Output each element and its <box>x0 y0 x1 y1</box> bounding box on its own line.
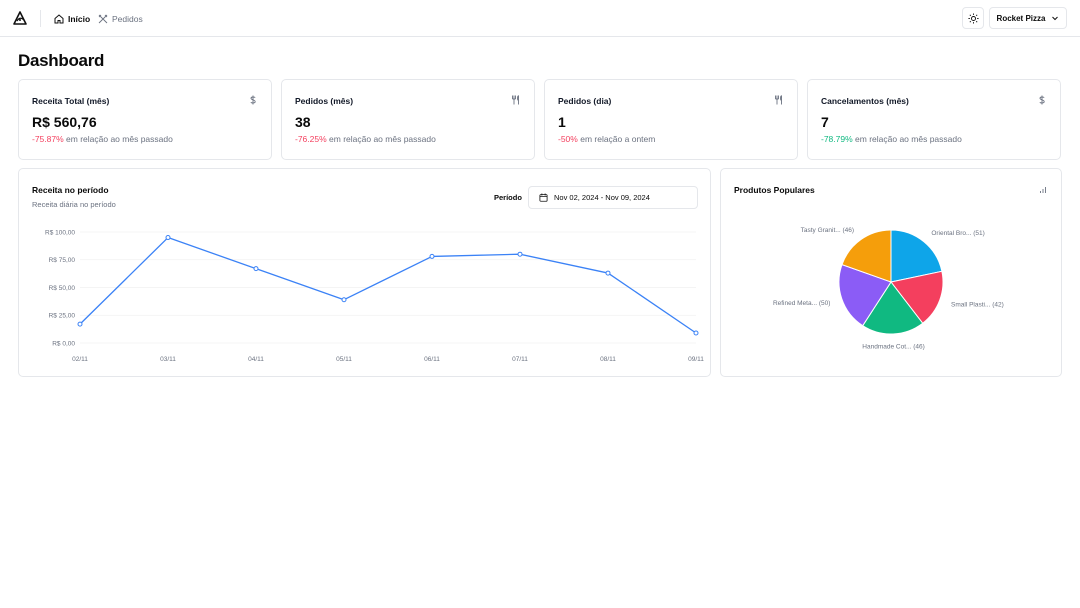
utensils-icon <box>775 95 782 105</box>
x-tick-label: 03/11 <box>160 356 176 363</box>
pie-slice-label: Small Plasti... (42) <box>951 302 1004 309</box>
metric-diff-text: em relação a ontem <box>580 134 656 144</box>
data-point[interactable] <box>165 235 171 241</box>
y-tick-label: R$ 50,00 <box>49 285 76 292</box>
pie-slice-label: Tasty Granit... (46) <box>801 227 854 234</box>
x-tick-label: 02/11 <box>72 356 88 363</box>
metric-diff: -75.87% em relação ao mês passado <box>32 134 173 144</box>
x-tick-label: 07/11 <box>512 356 528 363</box>
metric-card-orders-day: Pedidos (dia) 1 -50% em relação a ontem <box>544 79 798 160</box>
metric-title: Receita Total (mês) <box>32 96 110 106</box>
x-tick-label: 05/11 <box>336 356 352 363</box>
dollar-icon <box>250 95 256 105</box>
nav-home-label: Início <box>68 14 91 24</box>
nav-orders-label: Pedidos <box>112 14 143 24</box>
data-point[interactable] <box>517 251 523 257</box>
x-tick-label: 08/11 <box>600 356 616 363</box>
pie-slice[interactable] <box>890 270 944 324</box>
y-tick-label: R$ 75,00 <box>49 257 76 264</box>
metric-diff-text: em relação ao mês passado <box>855 134 962 144</box>
metric-diff-percent: -78.79% <box>821 134 853 144</box>
metric-diff-percent: -75.87% <box>32 134 64 144</box>
date-range-picker[interactable]: Nov 02, 2024 - Nov 09, 2024 <box>528 186 698 209</box>
bar-chart-icon <box>1040 187 1046 193</box>
revenue-line-chart: R$ 0,00 R$ 25,00 R$ 50,00 R$ 75,00 R$ 100,00… <box>45 229 704 363</box>
utensils-icon <box>512 95 519 105</box>
revenue-subtitle: Receita diária no período <box>32 200 116 209</box>
metric-value: 1 <box>558 114 566 130</box>
x-tick-label: 04/11 <box>248 356 264 363</box>
revenue-title: Receita no período <box>32 185 109 195</box>
home-icon <box>54 14 64 24</box>
theme-toggle-button[interactable] <box>962 7 984 29</box>
pie-slice-label: Oriental Bro... (51) <box>931 230 984 237</box>
x-tick-label: 09/11 <box>688 356 704 363</box>
metric-card-orders-month: Pedidos (mês) 38 -76.25% em relação ao m… <box>281 79 535 160</box>
revenue-chart-card: Receita no período Receita diária no per… <box>18 168 711 377</box>
dollar-icon <box>1039 95 1045 105</box>
metric-title: Pedidos (dia) <box>558 96 612 106</box>
pie-slice-label: Handmade Cot... (46) <box>862 343 925 350</box>
nav-orders[interactable]: Pedidos <box>98 11 143 27</box>
popular-products-pie-chart: Oriental Bro... (51) Small Plasti... (42)… <box>773 227 1004 350</box>
y-tick-label: R$ 100,00 <box>45 229 75 236</box>
metric-card-revenue: Receita Total (mês) R$ 560,76 -75.87% em… <box>18 79 272 160</box>
data-point[interactable] <box>253 266 259 272</box>
header-divider <box>40 10 41 27</box>
pie-slice[interactable] <box>838 263 892 327</box>
nav-home[interactable]: Início <box>54 11 90 27</box>
chevron-down-icon <box>1052 16 1059 21</box>
metric-diff: -50% em relação a ontem <box>558 134 655 144</box>
store-name: Rocket Pizza <box>996 13 1046 23</box>
metric-diff-text: em relação ao mês passado <box>329 134 436 144</box>
metric-diff-percent: -50% <box>558 134 578 144</box>
metric-value: R$ 560,76 <box>32 114 97 130</box>
store-menu-button[interactable]: Rocket Pizza <box>989 7 1067 29</box>
utensils-crossed-icon <box>98 14 108 24</box>
pizza-logo-icon[interactable] <box>12 10 28 26</box>
pie-slice[interactable] <box>841 229 892 283</box>
calendar-icon <box>539 193 548 202</box>
data-point[interactable] <box>341 297 347 303</box>
y-tick-label: R$ 25,00 <box>49 313 76 320</box>
metric-title: Cancelamentos (mês) <box>821 96 909 106</box>
popular-title: Produtos Populares <box>734 185 815 195</box>
metric-card-cancellations: Cancelamentos (mês) 7 -78.79% em relação… <box>807 79 1061 160</box>
metric-value: 7 <box>821 114 829 130</box>
data-point[interactable] <box>605 270 611 276</box>
top-bar: Início Pedidos Rocket Pizza <box>0 0 1080 37</box>
revenue-series-line <box>79 236 697 334</box>
data-point[interactable] <box>693 330 699 336</box>
pie-slice-label: Refined Meta... (50) <box>773 300 830 307</box>
page-title: Dashboard <box>18 51 105 70</box>
data-point[interactable] <box>77 321 83 327</box>
period-label: Período <box>494 193 522 202</box>
metric-diff: -78.79% em relação ao mês passado <box>821 134 962 144</box>
pie-slice[interactable] <box>862 281 924 335</box>
sun-icon <box>967 12 979 24</box>
metric-diff-percent: -76.25% <box>295 134 327 144</box>
metric-value: 38 <box>295 114 311 130</box>
date-range-value: Nov 02, 2024 - Nov 09, 2024 <box>554 193 650 202</box>
metric-title: Pedidos (mês) <box>295 96 354 106</box>
data-point[interactable] <box>429 253 435 259</box>
pie-slice[interactable] <box>890 229 943 283</box>
x-tick-label: 06/11 <box>424 356 440 363</box>
y-tick-label: R$ 0,00 <box>52 340 75 347</box>
metric-diff-text: em relação ao mês passado <box>66 134 173 144</box>
metric-diff: -76.25% em relação ao mês passado <box>295 134 436 144</box>
popular-products-card: Produtos Populares Oriental Bro... (51) S… <box>720 168 1062 377</box>
